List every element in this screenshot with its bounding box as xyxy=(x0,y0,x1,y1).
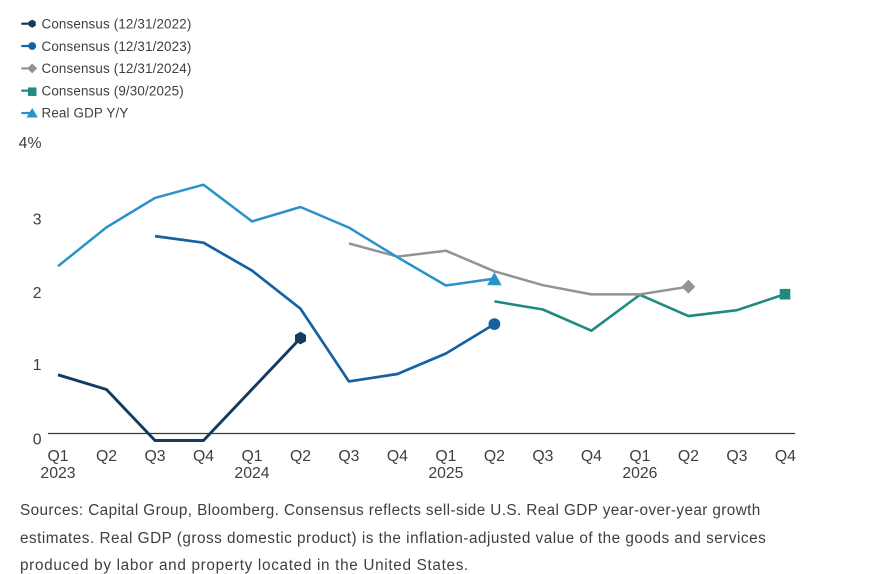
svg-text:2: 2 xyxy=(33,285,42,302)
svg-text:Q3: Q3 xyxy=(144,448,165,465)
svg-text:Q3: Q3 xyxy=(338,448,359,465)
svg-text:Q2: Q2 xyxy=(484,448,505,465)
svg-text:Q1: Q1 xyxy=(629,448,650,465)
svg-text:Q1: Q1 xyxy=(47,448,68,465)
svg-text:Q2: Q2 xyxy=(290,448,311,465)
svg-text:Consensus (12/31/2023): Consensus (12/31/2023) xyxy=(42,39,192,54)
svg-text:2023: 2023 xyxy=(40,465,75,482)
svg-text:Consensus (12/31/2024): Consensus (12/31/2024) xyxy=(42,61,192,76)
svg-text:2024: 2024 xyxy=(234,465,269,482)
svg-text:4%: 4% xyxy=(19,135,42,152)
svg-text:Consensus (9/30/2025): Consensus (9/30/2025) xyxy=(42,83,184,98)
svg-text:2025: 2025 xyxy=(428,465,463,482)
svg-text:Q1: Q1 xyxy=(435,448,456,465)
svg-text:2026: 2026 xyxy=(622,465,657,482)
svg-text:Q3: Q3 xyxy=(726,448,747,465)
svg-text:3: 3 xyxy=(33,212,42,229)
svg-text:Q1: Q1 xyxy=(241,448,262,465)
svg-text:Q4: Q4 xyxy=(193,448,214,465)
svg-text:Consensus (12/31/2022): Consensus (12/31/2022) xyxy=(42,17,192,32)
svg-text:Q4: Q4 xyxy=(387,448,408,465)
svg-text:Q2: Q2 xyxy=(678,448,699,465)
svg-text:Real GDP Y/Y: Real GDP Y/Y xyxy=(42,106,129,121)
svg-text:Q3: Q3 xyxy=(532,448,553,465)
svg-text:1: 1 xyxy=(33,357,42,374)
svg-text:Q2: Q2 xyxy=(96,448,117,465)
svg-text:0: 0 xyxy=(33,431,42,448)
svg-text:Q4: Q4 xyxy=(775,448,796,465)
svg-text:Q4: Q4 xyxy=(581,448,602,465)
